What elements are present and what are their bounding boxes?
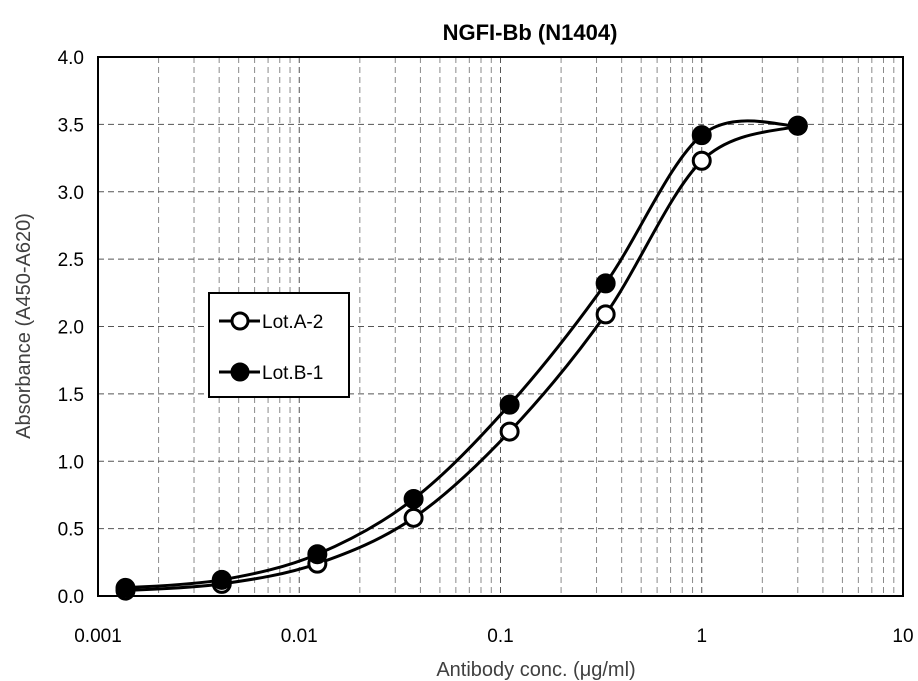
x-axis-label: Antibody conc. (μg/ml) <box>436 659 635 681</box>
x-tick-label: 0.1 <box>487 626 513 647</box>
chart-title: NGFI-Bb (N1404) <box>443 20 618 45</box>
y-tick-label: 2.5 <box>58 250 84 271</box>
x-tick-labels: 0.001 0.01 0.1 1 10 <box>74 626 913 647</box>
legend-marker-lot-a-2 <box>230 311 250 331</box>
y-tick-labels: 0.0 0.5 1.0 1.5 2.0 2.5 3.0 3.5 4.0 <box>58 48 84 608</box>
data-point-lot-b-1 <box>787 115 808 136</box>
x-tick-label: 10 <box>892 626 913 647</box>
data-point-lot-b-1 <box>595 273 616 294</box>
data-point-lot-b-1 <box>307 544 328 565</box>
data-point-lot-b-1 <box>115 577 136 598</box>
x-tick-label: 0.001 <box>74 626 122 647</box>
y-tick-label: 3.0 <box>58 183 84 204</box>
data-point-lot-b-1 <box>691 125 712 146</box>
y-tick-label: 4.0 <box>58 48 84 69</box>
y-tick-label: 1.0 <box>58 452 84 473</box>
x-tick-label: 0.01 <box>281 626 318 647</box>
legend-box <box>208 292 350 398</box>
series-line-lot-b-1 <box>125 119 798 590</box>
y-tick-label: 0.5 <box>58 520 84 541</box>
legend-marker-lot-b-1 <box>230 362 250 382</box>
data-point-lot-a-2 <box>595 304 616 325</box>
y-tick-label: 3.5 <box>58 115 84 136</box>
data-point-lot-a-2 <box>403 507 424 528</box>
legend-label-lot-a-2: Lot.A-2 <box>262 312 323 333</box>
y-axis-label: Absorbance (A450-A620) <box>13 213 35 439</box>
data-point-lot-b-1 <box>211 569 232 590</box>
data-point-lot-b-1 <box>499 394 520 415</box>
legend-label-lot-b-1: Lot.B-1 <box>262 363 323 384</box>
y-tick-label: 1.5 <box>58 385 84 406</box>
legend: Lot.A-2 Lot.B-1 <box>208 292 350 398</box>
series-layer <box>115 115 808 601</box>
y-tick-label: 2.0 <box>58 318 84 339</box>
y-tick-label: 0.0 <box>58 587 84 608</box>
data-point-lot-a-2 <box>499 421 520 442</box>
data-point-lot-b-1 <box>403 488 424 509</box>
data-point-lot-a-2 <box>691 150 712 171</box>
series-line-lot-a-2 <box>125 124 799 593</box>
plot-area-frame <box>97 56 904 597</box>
x-tick-label: 1 <box>696 626 707 647</box>
